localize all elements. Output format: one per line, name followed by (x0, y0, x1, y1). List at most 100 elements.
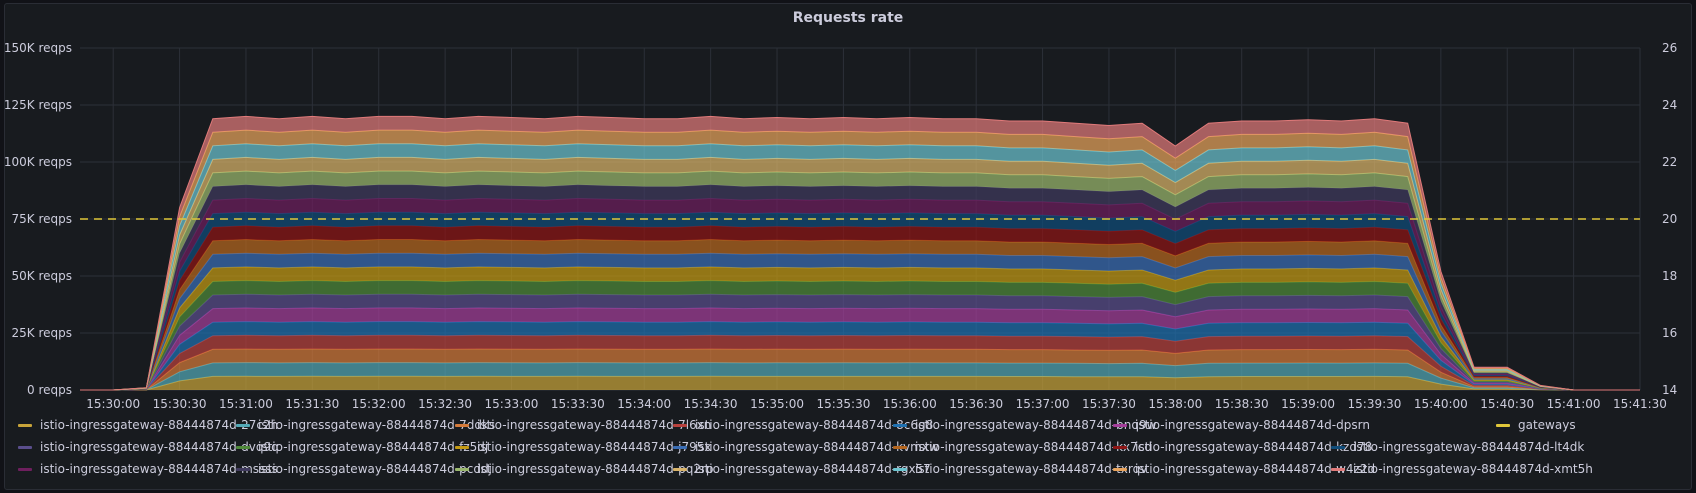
legend-swatch (893, 445, 907, 449)
legend-label: istio-ingressgateway-88444874d-27c2h (40, 418, 279, 432)
y-right-tick-label: 26 (1662, 41, 1677, 55)
legend-label: istio-ingressgateway-88444874d-pcddj (258, 462, 492, 476)
legend-item[interactable]: istio-ingressgateway-88444874d-8c6g8 (673, 416, 933, 434)
x-tick-label: 15:30:30 (153, 397, 207, 411)
legend-swatch (455, 467, 469, 471)
y-tick-label: 125K reqps (4, 98, 72, 112)
legend-item[interactable]: istio-ingressgateway-88444874d-7ddks (236, 416, 495, 434)
legend-swatch (455, 423, 469, 427)
legend-item[interactable]: istio-ingressgateway-88444874d-lt4dk (1331, 438, 1584, 456)
legend-item[interactable]: istio-ingressgateway-88444874d-fz5dj (236, 438, 488, 456)
area-series-7ddks (80, 362, 1640, 390)
legend-swatch (1113, 467, 1127, 471)
x-tick-label: 15:41:00 (1547, 397, 1601, 411)
legend-item[interactable]: istio-ingressgateway-88444874d-mssss (18, 460, 278, 478)
legend-swatch (236, 423, 250, 427)
legend-swatch (1331, 445, 1345, 449)
x-tick-label: 15:39:30 (1348, 397, 1402, 411)
legend-label: istio-ingressgateway-88444874d-7ddks (258, 418, 496, 432)
legend-label: istio-ingressgateway-88444874d-dpsrn (1135, 418, 1370, 432)
y-right-tick-label: 24 (1662, 98, 1677, 112)
legend-item[interactable]: istio-ingressgateway-88444874d-pcddj (236, 460, 492, 478)
legend-label: istio-ingressgateway-88444874d-lt4dk (1353, 440, 1585, 454)
x-tick-label: 15:31:30 (285, 397, 339, 411)
legend-item-gateways[interactable]: gateways (1496, 416, 1576, 434)
legend: istio-ingressgateway-88444874d-27c2h isti… (18, 416, 1678, 482)
x-tick-label: 15:33:30 (551, 397, 605, 411)
area-series-fz5dj (80, 280, 1640, 390)
legend-swatch (18, 445, 32, 449)
legend-label: istio-ingressgateway-88444874d-dvq9q (40, 440, 279, 454)
legend-item[interactable]: istio-ingressgateway-88444874d-xmt5h (1331, 460, 1593, 478)
legend-swatch (673, 445, 687, 449)
legend-label: istio-ingressgateway-88444874d-j795x (477, 440, 712, 454)
legend-swatch (673, 423, 687, 427)
legend-label: istio-ingressgateway-88444874d-kx7cd (915, 440, 1153, 454)
legend-swatch (18, 423, 32, 427)
legend-label: istio-ingressgateway-88444874d-fz5dj (258, 440, 489, 454)
legend-label: istio-ingressgateway-88444874d-xmt5h (1353, 462, 1593, 476)
area-series-j795x (80, 266, 1640, 390)
x-tick-label: 15:35:00 (750, 397, 804, 411)
area-series-dpsrn (80, 307, 1640, 390)
legend-item[interactable]: istio-ingressgateway-88444874d-rgx57 (673, 460, 931, 478)
y-right-tick-label: 20 (1662, 212, 1677, 226)
y-tick-label: 50K reqps (12, 269, 73, 283)
legend-item[interactable]: istio-ingressgateway-88444874d-bnq9w (893, 416, 1156, 434)
y-right-tick-label: 22 (1662, 155, 1677, 169)
legend-swatch (455, 445, 469, 449)
y-right-tick-label: 16 (1662, 326, 1677, 340)
x-tick-label: 15:38:30 (1215, 397, 1269, 411)
legend-swatch (893, 467, 907, 471)
y-right-tick-label: 18 (1662, 269, 1677, 283)
legend-swatch (18, 467, 32, 471)
x-tick-label: 15:32:30 (418, 397, 472, 411)
x-tick-label: 15:37:00 (1016, 397, 1070, 411)
legend-label: istio-ingressgateway-88444874d-7l6xn (477, 418, 712, 432)
x-tick-label: 15:40:30 (1480, 397, 1534, 411)
legend-item[interactable]: istio-ingressgateway-88444874d-txrqv (893, 460, 1147, 478)
x-tick-label: 15:33:00 (485, 397, 539, 411)
legend-item[interactable]: istio-ingressgateway-88444874d-7l6xn (455, 416, 711, 434)
legend-label: istio-ingressgateway-88444874d-pq2rp (477, 462, 714, 476)
legend-item[interactable]: istio-ingressgateway-88444874d-kx7cd (893, 438, 1152, 456)
legend-item[interactable]: istio-ingressgateway-88444874d-kvmxw (673, 438, 939, 456)
legend-item[interactable]: istio-ingressgateway-88444874d-kzd78 (1113, 438, 1372, 456)
x-tick-label: 15:37:30 (1082, 397, 1136, 411)
y-tick-label: 75K reqps (12, 212, 73, 226)
legend-label: istio-ingressgateway-88444874d-mssss (40, 462, 278, 476)
legend-swatch (236, 445, 250, 449)
area-series-27c2h (80, 376, 1640, 390)
legend-item[interactable]: istio-ingressgateway-88444874d-j795x (455, 438, 711, 456)
legend-item[interactable]: istio-ingressgateway-88444874d-w4z2d (1113, 460, 1375, 478)
area-series-8c6g8 (80, 335, 1640, 390)
legend-label: gateways (1518, 418, 1576, 432)
legend-label: istio-ingressgateway-88444874d-bnq9w (915, 418, 1157, 432)
x-tick-label: 15:35:30 (816, 397, 870, 411)
legend-item[interactable]: istio-ingressgateway-88444874d-dvq9q (18, 438, 279, 456)
panel-title[interactable]: Requests rate (792, 10, 904, 26)
legend-item[interactable]: istio-ingressgateway-88444874d-dpsrn (1113, 416, 1370, 434)
area-series-kvmxw (80, 253, 1640, 390)
legend-label: istio-ingressgateway-88444874d-w4z2d (1135, 462, 1376, 476)
legend-label: istio-ingressgateway-88444874d-kzd78 (1135, 440, 1373, 454)
legend-label: istio-ingressgateway-88444874d-8c6g8 (695, 418, 934, 432)
x-tick-label: 15:34:30 (684, 397, 738, 411)
legend-item[interactable]: istio-ingressgateway-88444874d-pq2rp (455, 460, 714, 478)
line-series-xmt5h (80, 115, 1640, 391)
line-series-7ddks (80, 362, 1640, 391)
x-tick-label: 15:39:00 (1281, 397, 1335, 411)
legend-swatch (236, 467, 250, 471)
x-tick-label: 15:38:00 (1148, 397, 1202, 411)
legend-swatch (893, 423, 907, 427)
legend-item[interactable]: istio-ingressgateway-88444874d-27c2h (18, 416, 278, 434)
x-tick-label: 15:34:00 (617, 397, 671, 411)
legend-label: istio-ingressgateway-88444874d-txrqv (915, 462, 1148, 476)
x-tick-label: 15:40:00 (1414, 397, 1468, 411)
legend-swatch (1331, 467, 1345, 471)
y-tick-label: 0 reqps (27, 383, 72, 397)
x-tick-label: 15:31:00 (219, 397, 273, 411)
legend-label: istio-ingressgateway-88444874d-rgx57 (695, 462, 931, 476)
y-right-tick-label: 14 (1662, 383, 1677, 397)
